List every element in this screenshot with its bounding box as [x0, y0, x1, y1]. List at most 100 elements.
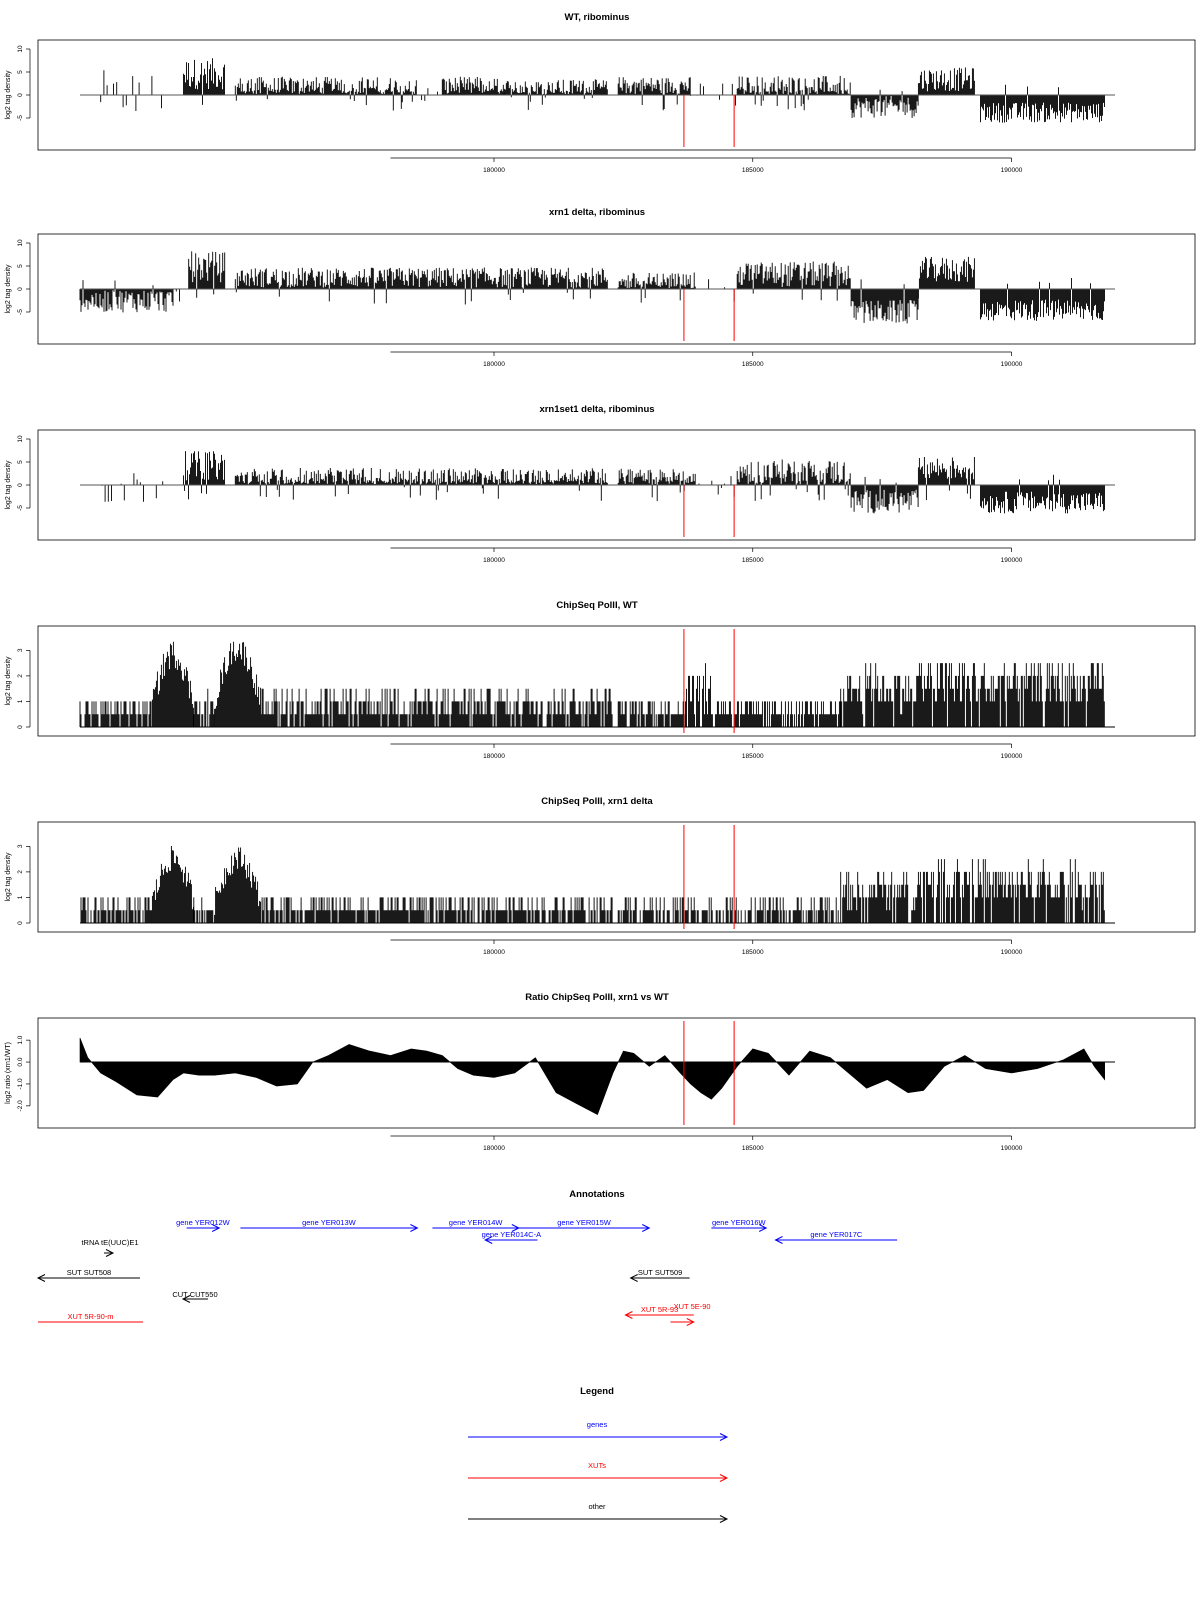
x-axis: 180000 185000 190000: [390, 939, 1023, 956]
y-axis: -5 0 5 10 log2 tag density: [5, 239, 31, 315]
legend-entry-label: genes: [587, 1420, 608, 1429]
y-tick-label: 10: [17, 45, 24, 53]
density-bars: [260, 688, 613, 727]
feature-label: SUT SUT508: [67, 1268, 111, 1277]
feature-label: gene YER012W: [176, 1218, 231, 1227]
arrow-head-icon: [642, 1224, 651, 1232]
density-bars: [193, 897, 214, 923]
y-tick-label: 0: [17, 93, 24, 97]
x-tick-label: 190000: [1001, 361, 1023, 368]
y-tick-label: 2: [17, 870, 24, 874]
annotation-feature: tRNA tE(UUC)E1: [81, 1238, 139, 1257]
plot-frame: [37, 429, 1196, 541]
y-axis-label: log2 tag density: [5, 656, 12, 706]
x-axis: 180000 185000 190000: [390, 351, 1023, 368]
arrow-head-icon: [719, 1433, 729, 1441]
y-tick-label: 5: [17, 70, 24, 74]
legend-entry-label: XUTs: [588, 1461, 606, 1470]
panel-5: ChipSeq PolII, xrn1 delta 0 1 2 3 log2 tag de…: [5, 796, 1196, 956]
density-bars: [736, 261, 851, 301]
y-tick-label: 1: [17, 895, 24, 899]
density-bars: [974, 663, 1105, 727]
annotation-feature: gene YER013W: [240, 1218, 419, 1232]
annotation-feature: SUT SUT509: [629, 1268, 690, 1282]
density-bars: [214, 641, 262, 727]
plot-frame: [37, 39, 1196, 151]
plot-frame: [37, 625, 1196, 737]
x-tick-label: 180000: [483, 949, 505, 956]
density-bars: [175, 289, 180, 302]
density-bars: [214, 847, 262, 923]
density-bars: [151, 846, 194, 923]
density-bars: [193, 688, 215, 727]
y-tick-label: -2.0: [17, 1100, 24, 1112]
legend-title: Legend: [580, 1386, 614, 1397]
x-tick-label: 180000: [483, 167, 505, 174]
y-axis: 0 1 2 3 log2 tag density: [5, 844, 31, 925]
arrow-head-icon: [719, 1515, 729, 1523]
x-tick-label: 190000: [1001, 949, 1023, 956]
annotation-feature: CUT CUT550: [172, 1290, 218, 1303]
density-bars: [617, 272, 696, 303]
y-tick-label: 10: [17, 239, 24, 247]
feature-label: gene YER016W: [712, 1218, 767, 1227]
density-bars: [80, 897, 153, 923]
plot-frame: [37, 1017, 1196, 1129]
y-axis: -5 0 5 10 log2 tag density: [5, 435, 31, 511]
data-marks: [79, 251, 1115, 324]
density-bars: [917, 457, 975, 501]
panel-title: Ratio ChipSeq PolII, xrn1 vs WT: [525, 992, 669, 1003]
y-axis: 0 1 2 3 log2 tag density: [5, 648, 31, 729]
legend-panel: Legend genes XUTs other: [468, 1386, 729, 1523]
annotation-feature: XUT 5R-90-m: [38, 1312, 143, 1323]
density-bars: [917, 67, 975, 95]
density-bars: [710, 701, 841, 727]
arrow-head-icon: [629, 1274, 638, 1282]
panel-1: WT, ribominus -5 0 5 10 log2 tag density 18000…: [5, 12, 1196, 174]
x-tick-label: 180000: [483, 557, 505, 564]
panel-title: ChipSeq PolII, WT: [556, 600, 637, 611]
arrow-head-icon: [105, 1249, 115, 1257]
density-bars: [261, 897, 613, 923]
panel-2: xrn1 delta, ribominus -5 0 5 10 log2 tag dens…: [5, 207, 1196, 368]
density-bars: [441, 76, 505, 95]
feature-label: tRNA tE(UUC)E1: [81, 1238, 138, 1247]
legend-entry-xuts: XUTs: [468, 1461, 729, 1482]
x-tick-label: 180000: [483, 361, 505, 368]
density-bars: [617, 468, 696, 502]
arrow-head-icon: [410, 1224, 419, 1232]
density-bars: [617, 77, 691, 111]
density-bars: [234, 468, 608, 501]
arrow-head-icon: [181, 1295, 191, 1303]
legend-entry-genes: genes: [468, 1420, 729, 1441]
y-axis-label: log2 tag density: [5, 852, 12, 902]
y-tick-label: 5: [17, 460, 24, 464]
y-tick-label: -5: [17, 309, 24, 315]
density-bars: [980, 278, 1105, 321]
ratio-area: [79, 1037, 1106, 1116]
arrow-head-icon: [36, 1274, 46, 1282]
data-marks: [79, 641, 1115, 728]
arrow-head-icon: [719, 1474, 729, 1482]
density-bars: [101, 473, 164, 502]
feature-label: CUT CUT550: [172, 1290, 217, 1299]
x-tick-label: 185000: [742, 167, 764, 174]
feature-label: gene YER017C: [810, 1230, 863, 1239]
annotation-feature: XUT 5E-90: [670, 1302, 711, 1326]
feature-label: gene YER013W: [302, 1218, 357, 1227]
y-tick-label: 1.0: [17, 1035, 24, 1044]
x-tick-label: 185000: [742, 753, 764, 760]
y-tick-label: 0: [17, 483, 24, 487]
panel-4: ChipSeq PolII, WT 0 1 2 3 log2 tag density 180…: [5, 600, 1196, 760]
density-bars: [917, 859, 974, 923]
arrow-head-icon: [484, 1236, 493, 1244]
density-bars: [980, 84, 1105, 123]
density-bars: [840, 871, 919, 923]
density-bars: [100, 70, 162, 111]
density-bars: [917, 663, 975, 727]
panel-6: Ratio ChipSeq PolII, xrn1 vs WT -2.0 -1.0 0…: [5, 992, 1196, 1152]
y-tick-label: 0: [17, 725, 24, 729]
feature-label: gene YER014W: [449, 1218, 504, 1227]
density-bars: [708, 279, 735, 302]
